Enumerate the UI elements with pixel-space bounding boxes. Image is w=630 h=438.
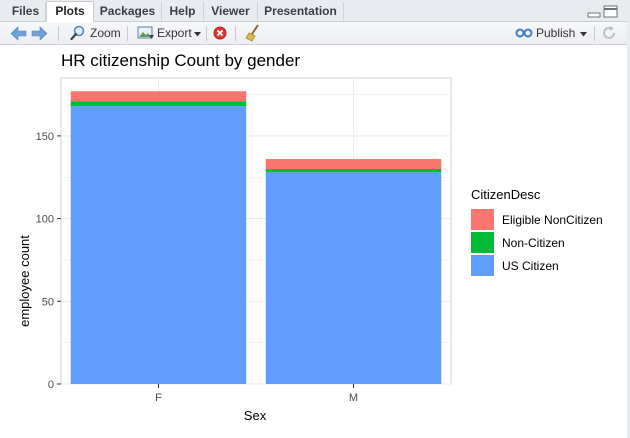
pane-tab-bar: Files Plots Packages Help Viewer Present… — [0, 0, 630, 22]
bar-segment-us-citizen-f — [70, 106, 247, 384]
remove-plot-icon[interactable] — [213, 26, 227, 40]
bar-segment-eligible-noncitizen-m — [265, 159, 442, 169]
legend-title: CitizenDesc — [471, 187, 541, 202]
bar-segment-eligible-noncitizen-f — [70, 91, 247, 102]
pane-window-controls — [586, 4, 622, 20]
y-axis: 0 50 100 150 — [36, 131, 61, 391]
x-tick-label: M — [349, 392, 358, 404]
y-tick-label: 0 — [48, 379, 54, 391]
tab-plots[interactable]: Plots — [46, 1, 94, 22]
y-tick-label: 100 — [36, 214, 54, 226]
stacked-bar-chart: HR citizenship Count by gender 0 50 100 150… — [17, 51, 603, 423]
legend-key — [471, 232, 494, 253]
zoom-button[interactable]: Zoom — [90, 26, 121, 40]
zoom-icon[interactable] — [70, 25, 86, 41]
y-axis-title: employee count — [17, 235, 32, 327]
back-arrow-icon[interactable] — [10, 26, 27, 41]
plot-viewer: HR citizenship Count by gender 0 50 100 150… — [0, 45, 630, 438]
clear-all-plots-broom-icon[interactable] — [245, 24, 261, 42]
plots-toolbar: Zoom Export Publish — [0, 22, 630, 45]
bar-group — [70, 91, 442, 384]
legend-key — [471, 209, 494, 230]
legend-label: US Citizen — [502, 259, 559, 273]
tab-presentation[interactable]: Presentation — [258, 2, 344, 21]
maximize-pane-icon[interactable] — [603, 5, 618, 18]
publish-icon[interactable] — [515, 26, 533, 40]
tab-help[interactable]: Help — [162, 2, 204, 21]
toolbar-separator — [206, 26, 207, 41]
minimize-pane-icon[interactable] — [587, 12, 601, 18]
legend-key — [471, 255, 494, 276]
bar-segment-non-citizen-m — [265, 168, 442, 173]
y-tick-label: 50 — [42, 296, 54, 308]
toolbar-separator — [594, 26, 595, 41]
bar-segment-non-citizen-f — [70, 101, 247, 107]
toolbar-separator — [235, 26, 236, 41]
tab-packages[interactable]: Packages — [94, 2, 162, 21]
y-tick-label: 150 — [36, 131, 54, 143]
export-menu-button[interactable]: Export — [157, 26, 192, 40]
legend: CitizenDesc Eligible NonCitizen Non-Citiz… — [471, 187, 603, 276]
legend-label: Eligible NonCitizen — [502, 213, 603, 227]
publish-dropdown-chevron-icon[interactable] — [580, 32, 587, 37]
refresh-icon[interactable] — [601, 25, 617, 41]
export-image-icon[interactable] — [137, 26, 155, 41]
export-dropdown-chevron-icon[interactable] — [194, 32, 201, 37]
x-tick-label: F — [155, 392, 162, 404]
legend-label: Non-Citizen — [502, 236, 565, 250]
bar-segment-us-citizen-m — [265, 172, 442, 384]
forward-arrow-icon[interactable] — [31, 26, 48, 41]
tab-files[interactable]: Files — [6, 2, 46, 21]
toolbar-separator — [58, 26, 59, 41]
x-axis-title: Sex — [244, 408, 267, 423]
tab-viewer[interactable]: Viewer — [204, 2, 258, 21]
chart-title: HR citizenship Count by gender — [61, 51, 300, 70]
publish-button[interactable]: Publish — [536, 26, 576, 40]
pane-border — [627, 0, 630, 438]
toolbar-separator — [127, 26, 128, 41]
